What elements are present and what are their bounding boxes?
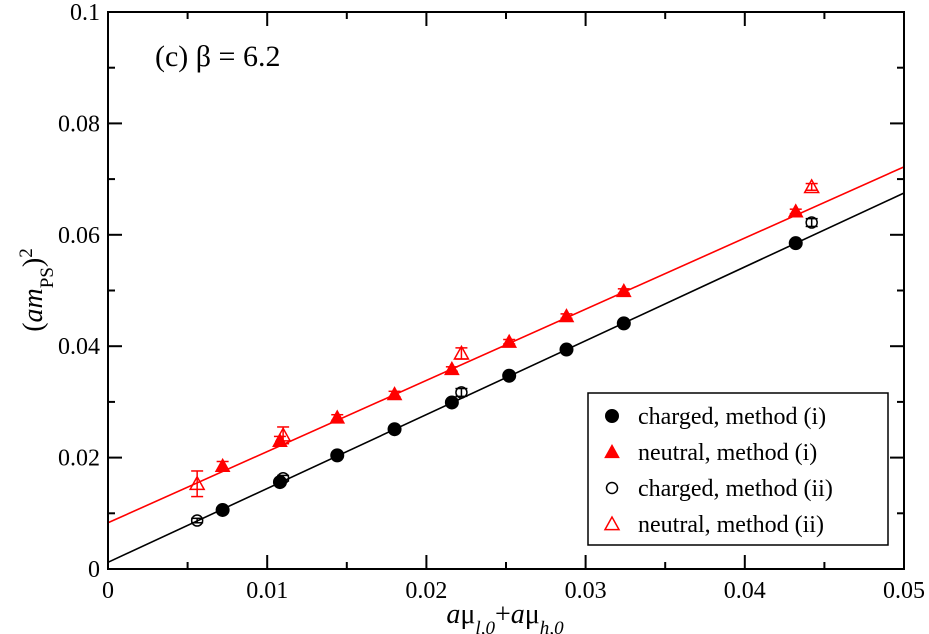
series-charged-method-ii-	[190, 216, 818, 527]
y-tick-label: 0.08	[58, 111, 100, 137]
axis-label-part: μ	[460, 599, 475, 630]
data-point	[455, 386, 468, 399]
data-point	[559, 342, 574, 357]
y-tick-label: 0.02	[58, 446, 100, 472]
x-tick-label: 0.02	[405, 578, 447, 604]
axis-label-part: (	[18, 322, 49, 331]
data-point	[190, 514, 204, 527]
chart-annotation: (c) β = 6.2	[155, 40, 280, 73]
axis-ticks: 0 0.01 0.02 0.03 0.04 0.05 0 0.02 0.04 0.06 0.08 0.…	[58, 0, 925, 604]
legend-marker	[605, 481, 619, 495]
data-point	[615, 283, 632, 298]
axis-label-part: am	[18, 288, 49, 322]
legend-marker	[604, 443, 620, 459]
axis-label-part: 2	[16, 248, 37, 258]
data-point	[276, 471, 290, 485]
axis-label-part: a	[446, 599, 460, 630]
axis-label-part: μ	[525, 599, 540, 630]
data-point	[214, 457, 231, 473]
series-neutral-method-i-	[214, 203, 804, 473]
data-point	[502, 368, 517, 383]
legend-box	[587, 392, 889, 546]
legend-label: charged, method (ii)	[638, 476, 833, 502]
x-tick-label: 0	[102, 578, 114, 604]
data-point	[387, 422, 402, 437]
x-axis-label: aμl,0+aμh,0	[446, 599, 564, 634]
data-point	[444, 361, 460, 376]
data-point	[188, 475, 206, 491]
data-point	[330, 448, 345, 463]
legend-marker	[605, 409, 619, 423]
y-tick-label: 0.06	[58, 223, 100, 249]
data-point	[616, 316, 631, 331]
data-point	[501, 333, 518, 348]
legend-label: neutral, method (i)	[638, 440, 817, 466]
legend: charged, method (i) neutral, method (i) ch…	[587, 392, 889, 546]
legend-marker	[603, 515, 621, 531]
series-neutral-method-ii-	[188, 178, 820, 498]
axis-label-part: a	[511, 599, 525, 630]
x-tick-label: 0.01	[246, 578, 288, 604]
legend-label: charged, method (i)	[638, 404, 826, 430]
data-point	[558, 308, 575, 323]
y-axis-label: (amPS)2	[16, 248, 58, 332]
y-tick-label: 0.04	[58, 334, 100, 360]
data-points	[188, 178, 820, 527]
x-tick-label: 0.03	[565, 578, 607, 604]
axis-label-part: )	[18, 258, 49, 267]
x-tick-label: 0.04	[724, 578, 766, 604]
data-point	[453, 344, 470, 360]
data-point	[805, 216, 818, 229]
axis-label-part: +	[495, 599, 511, 630]
data-point	[386, 386, 403, 401]
data-point	[329, 409, 346, 424]
axis-label-part: h,0	[540, 618, 564, 634]
axis-label-part: l,0	[475, 618, 495, 634]
data-point	[787, 203, 804, 218]
legend-label: neutral, method (ii)	[638, 512, 824, 538]
data-point	[803, 178, 820, 194]
data-point	[788, 236, 803, 251]
x-tick-label: 0.05	[883, 578, 925, 604]
data-point	[215, 502, 230, 517]
y-tick-label: 0.1	[70, 0, 100, 26]
data-point	[274, 426, 292, 442]
axis-label-part: PS	[37, 267, 58, 288]
y-tick-label: 0	[88, 557, 100, 583]
data-point	[444, 395, 459, 410]
